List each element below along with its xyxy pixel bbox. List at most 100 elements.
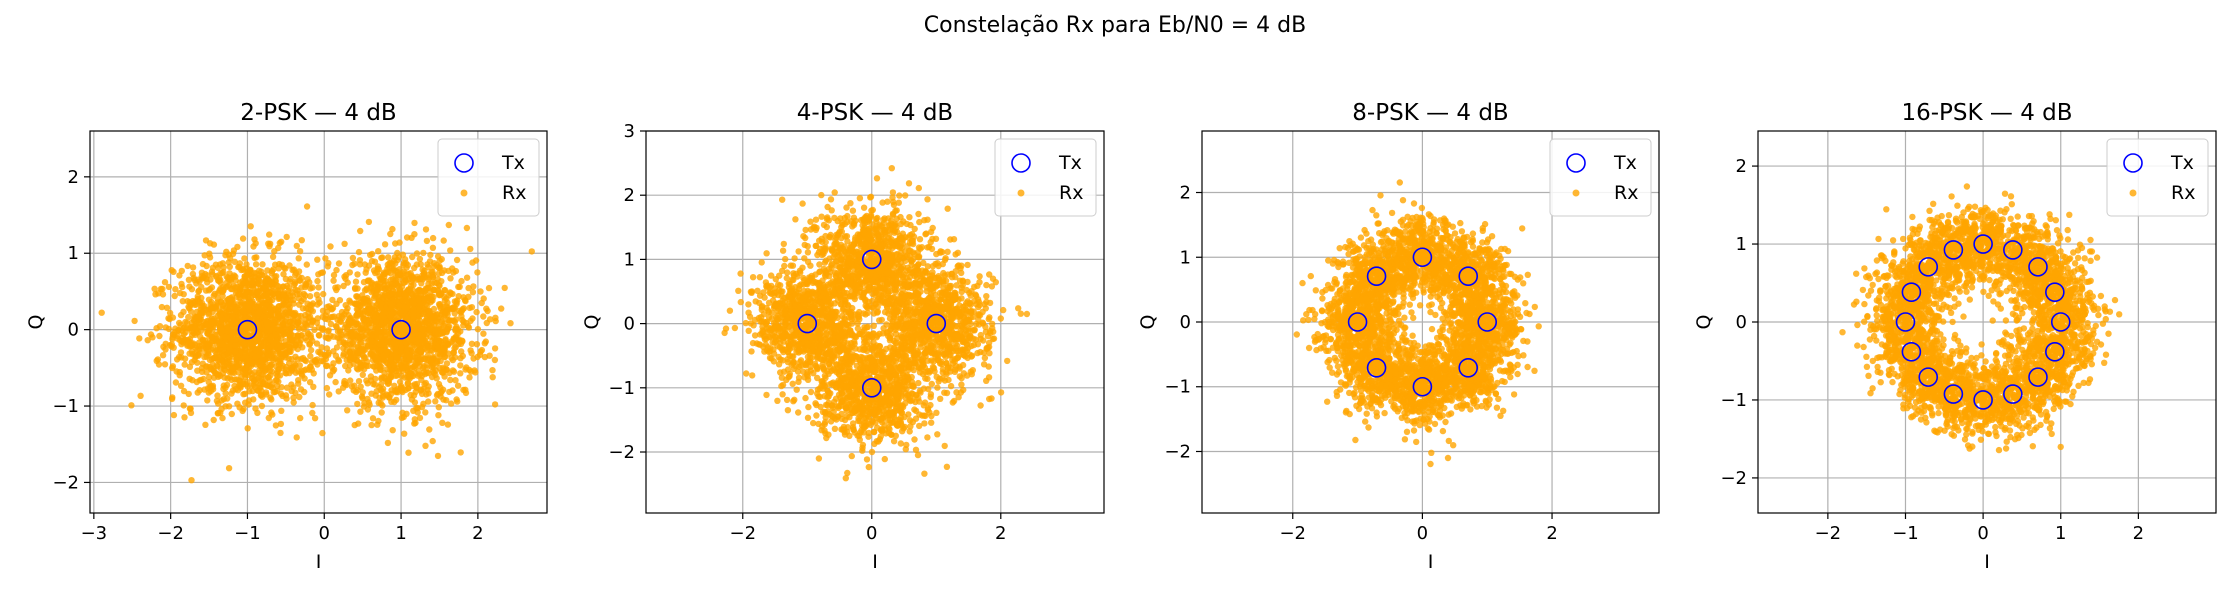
- rx-point: [290, 364, 298, 371]
- rx-point: [219, 341, 226, 348]
- rx-point: [460, 322, 467, 329]
- rx-point: [415, 296, 422, 304]
- rx-point: [349, 254, 357, 262]
- rx-point: [242, 303, 249, 310]
- rx-point: [159, 285, 166, 293]
- rx-point: [248, 374, 256, 382]
- y-tick-label: 0: [68, 320, 79, 341]
- rx-point: [889, 189, 897, 196]
- rx-point: [302, 292, 309, 299]
- rx-point: [259, 261, 266, 268]
- rx-point: [310, 370, 317, 377]
- rx-point: [299, 305, 307, 312]
- rx-point: [185, 313, 192, 321]
- rx-point: [176, 272, 183, 279]
- rx-point: [314, 277, 321, 285]
- rx-point: [136, 335, 143, 342]
- rx-point: [205, 311, 212, 318]
- rx-point: [924, 196, 931, 203]
- rx-point: [266, 377, 273, 385]
- rx-point: [486, 352, 493, 359]
- rx-point: [254, 409, 261, 417]
- rx-point: [948, 324, 955, 331]
- rx-point: [144, 337, 151, 344]
- rx-point: [414, 372, 422, 379]
- rx-point: [228, 390, 235, 397]
- rx-point: [267, 311, 274, 319]
- rx-point: [358, 393, 366, 400]
- rx-point: [942, 350, 950, 357]
- rx-point: [413, 250, 421, 257]
- rx-point: [185, 276, 193, 283]
- rx-point: [455, 293, 462, 300]
- rx-point: [181, 361, 188, 368]
- rx-point: [963, 341, 971, 348]
- rx-point: [367, 373, 375, 380]
- rx-point: [405, 385, 412, 392]
- rx-point: [419, 336, 427, 343]
- rx-point: [441, 286, 449, 294]
- rx-point: [269, 253, 277, 260]
- rx-point: [186, 363, 194, 370]
- rx-point: [266, 283, 273, 291]
- rx-point: [926, 272, 933, 280]
- rx-point: [310, 383, 317, 390]
- rx-point: [265, 296, 272, 303]
- rx-point: [437, 301, 444, 308]
- rx-point: [436, 291, 444, 299]
- rx-point: [367, 283, 374, 291]
- rx-point: [377, 303, 384, 311]
- rx-point: [439, 419, 446, 426]
- rx-point: [289, 266, 296, 274]
- rx-point: [423, 237, 431, 245]
- rx-point: [280, 271, 287, 278]
- rx-point: [856, 195, 864, 202]
- rx-point: [172, 379, 180, 386]
- rx-point: [410, 347, 417, 355]
- rx-point: [347, 377, 354, 384]
- rx-point: [471, 367, 478, 374]
- rx-point: [230, 282, 237, 290]
- rx-point: [920, 259, 927, 267]
- rx-point: [228, 376, 235, 383]
- rx-point: [461, 297, 469, 304]
- rx-point: [332, 378, 339, 386]
- rx-point: [338, 331, 345, 339]
- rx-point: [402, 298, 410, 305]
- rx-point: [986, 271, 993, 278]
- rx-point: [964, 261, 971, 269]
- rx-point: [346, 349, 354, 356]
- rx-point: [463, 274, 471, 281]
- rx-point: [275, 244, 282, 252]
- rx-point: [173, 368, 180, 375]
- rx-point: [457, 370, 464, 377]
- rx-point: [257, 342, 264, 349]
- rx-point: [457, 328, 464, 335]
- rx-point: [195, 319, 202, 327]
- rx-point: [319, 326, 326, 334]
- rx-point: [183, 319, 191, 327]
- rx-point: [376, 340, 383, 348]
- rx-point: [927, 238, 934, 246]
- rx-point: [324, 263, 331, 270]
- rx-point: [267, 362, 275, 369]
- rx-point: [278, 335, 285, 342]
- rx-point: [177, 382, 185, 389]
- rx-point: [199, 309, 206, 316]
- rx-point: [362, 317, 369, 325]
- rx-point: [309, 337, 316, 344]
- rx-point: [206, 373, 213, 381]
- rx-point: [222, 333, 229, 341]
- rx-point: [202, 237, 210, 244]
- rx-point: [916, 236, 924, 243]
- rx-point: [396, 239, 403, 246]
- rx-point: [199, 302, 206, 310]
- rx-point: [435, 270, 442, 277]
- rx-point: [983, 298, 990, 306]
- rx-point: [215, 371, 222, 378]
- rx-point: [951, 368, 959, 375]
- rx-point: [370, 352, 377, 359]
- rx-point: [210, 416, 217, 424]
